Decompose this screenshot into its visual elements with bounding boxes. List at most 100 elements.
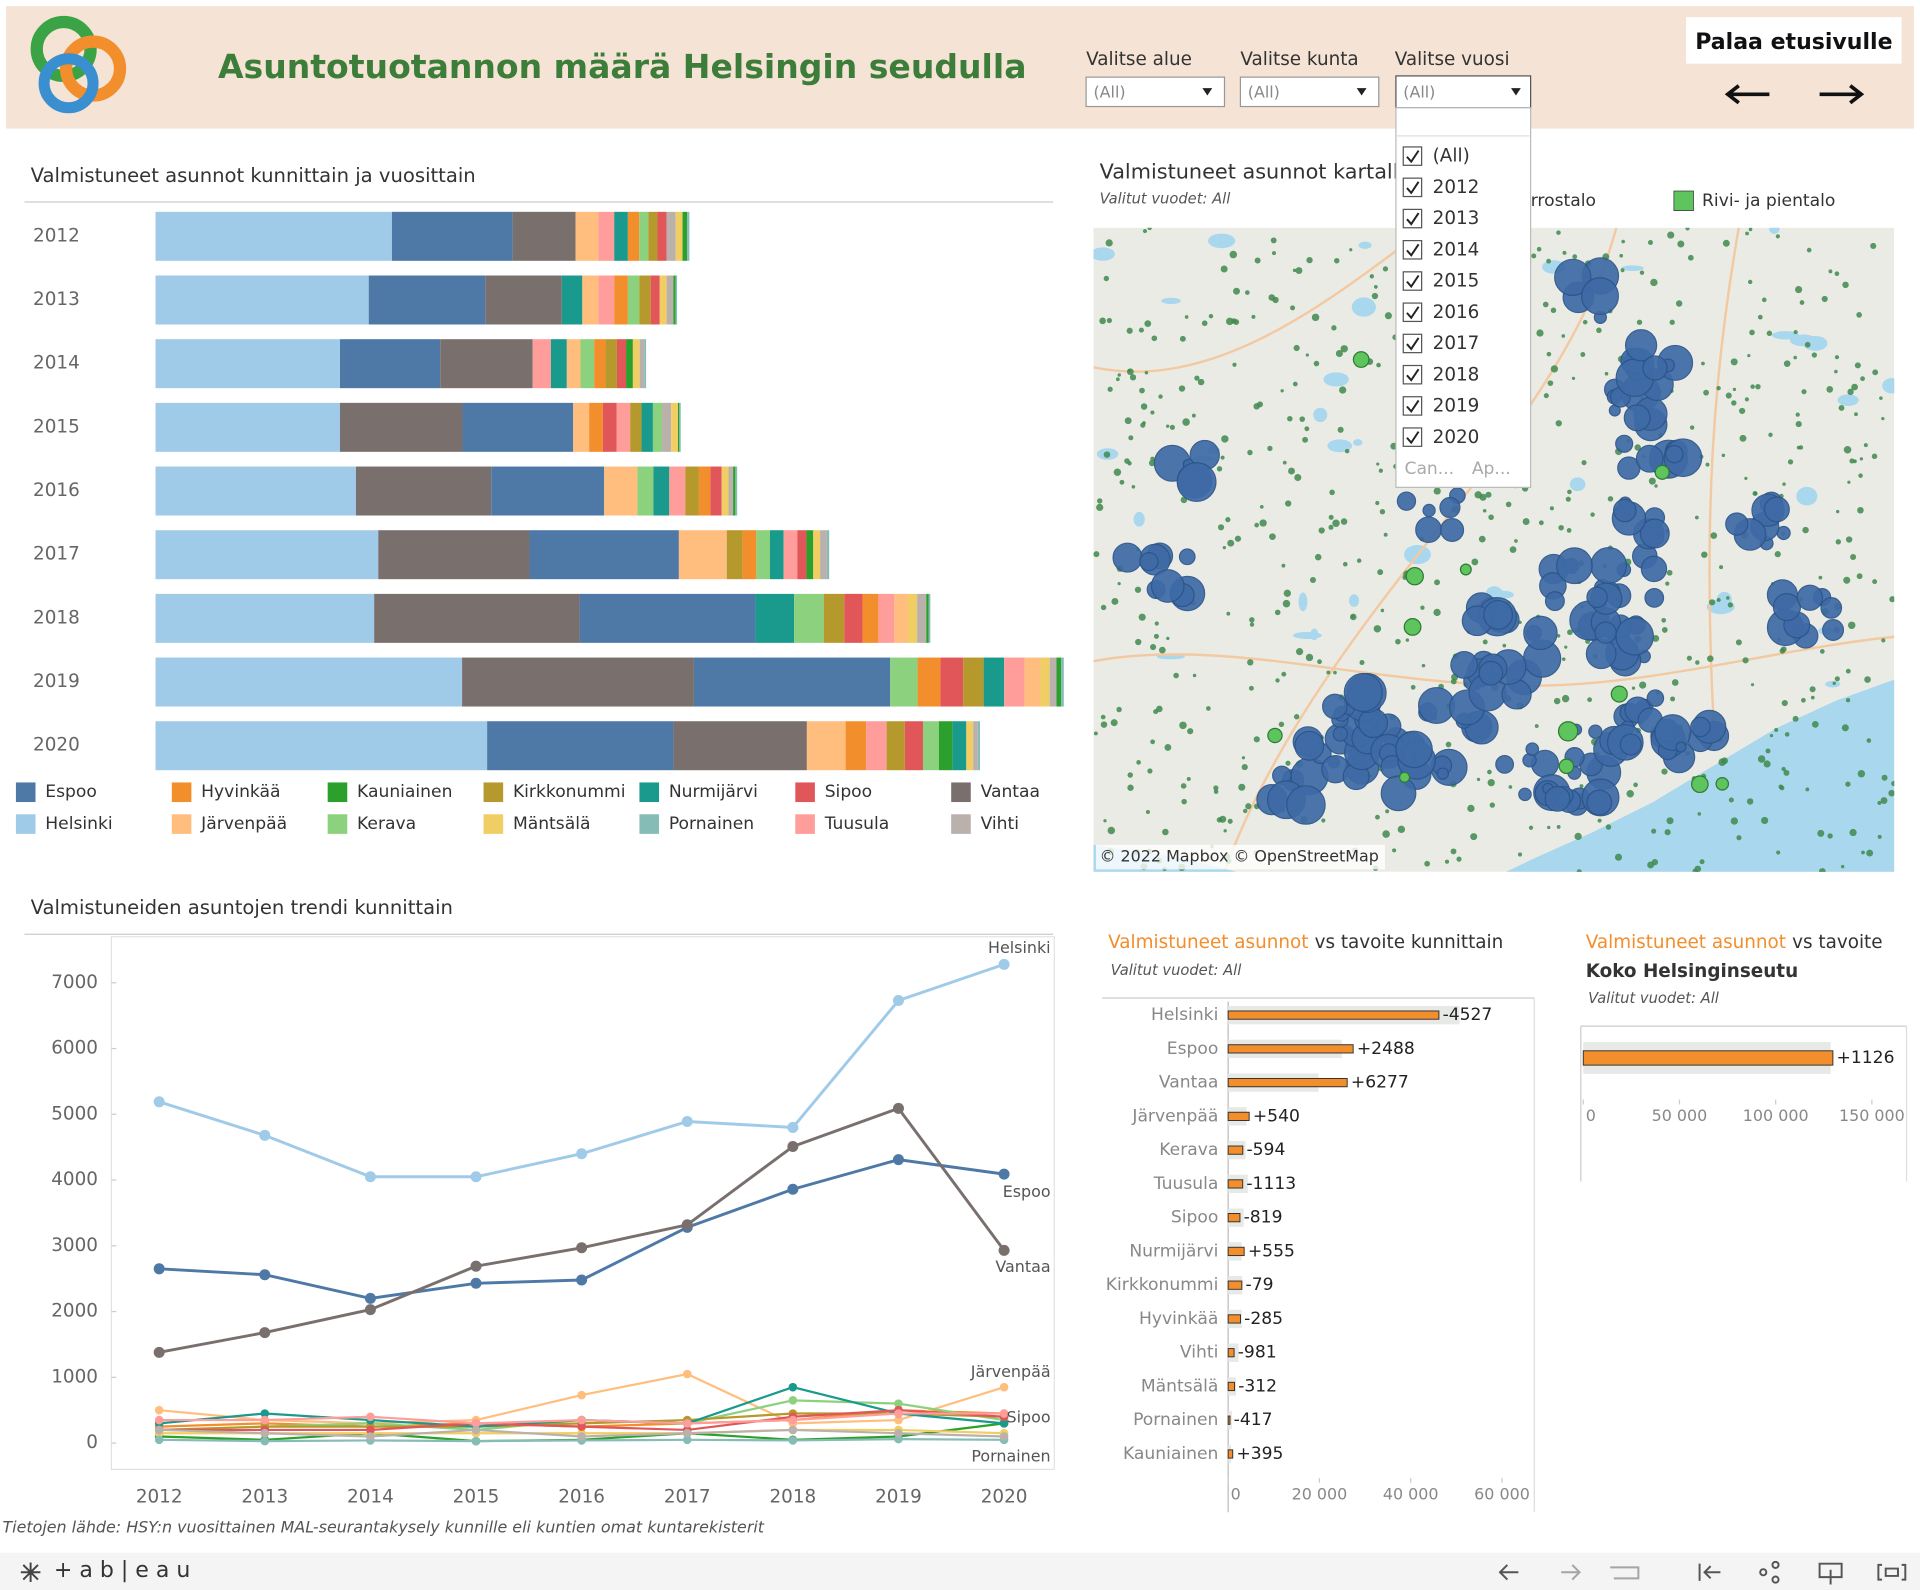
map-point	[1373, 625, 1382, 633]
nav-back-arrow[interactable]	[1724, 84, 1770, 105]
filter-dropdown[interactable]: (All)	[1239, 76, 1380, 108]
map-point	[1145, 810, 1150, 815]
legend-label: Vihti	[981, 814, 1019, 834]
map-point	[1705, 462, 1710, 467]
dropdown-option[interactable]: 2015	[1402, 271, 1479, 292]
map-point	[1787, 459, 1794, 465]
dropdown-option[interactable]: 2019	[1402, 396, 1479, 417]
map-point	[1382, 266, 1389, 272]
map-point	[1138, 327, 1144, 333]
map-point	[1877, 800, 1882, 806]
map-point	[1147, 227, 1152, 231]
line-point	[154, 1415, 164, 1425]
legend-label: Pornainen	[669, 814, 754, 834]
line-point	[787, 1121, 799, 1133]
y-tick-label: 1000	[51, 1366, 98, 1387]
nav-forward-arrow[interactable]	[1819, 84, 1865, 105]
bar-segment	[155, 339, 340, 389]
map-point	[1721, 757, 1728, 765]
bar-segment	[155, 657, 463, 707]
dropdown-option[interactable]: 2014	[1402, 239, 1480, 260]
map-point	[1179, 335, 1186, 342]
bar-segment	[632, 339, 640, 389]
map-point	[1863, 443, 1868, 448]
dropdown-option[interactable]: 2017	[1402, 333, 1479, 354]
map-point	[1328, 514, 1334, 520]
line-point	[788, 1382, 798, 1392]
line-point	[682, 1435, 692, 1445]
option-label: 2014	[1433, 239, 1480, 260]
lake	[1621, 265, 1644, 272]
dropdown-option[interactable]: 2018	[1402, 364, 1479, 385]
series-end-label: Helsinki	[988, 938, 1051, 957]
map-point	[1217, 524, 1225, 531]
map-bubble	[1664, 444, 1684, 464]
dropdown-option[interactable]: 2020	[1402, 427, 1479, 448]
line-point	[259, 1129, 271, 1141]
line-point	[576, 1274, 588, 1286]
back-button[interactable]: Palaa etusivulle	[1686, 17, 1902, 64]
map-point	[1249, 617, 1255, 623]
map-point	[1420, 605, 1425, 610]
dropdown-option[interactable]: 2013	[1402, 208, 1479, 229]
dropdown-button[interactable]: Ap...	[1472, 459, 1511, 479]
bar-segment	[573, 402, 590, 452]
dropdown-option[interactable]: 2012	[1402, 177, 1479, 198]
map-point	[1166, 636, 1170, 641]
actual-bar	[1227, 1381, 1236, 1392]
map-point	[1834, 676, 1840, 682]
map-point	[1103, 275, 1110, 282]
map-point	[1106, 317, 1112, 324]
legend-label: Hyvinkää	[201, 782, 280, 802]
map-point	[1750, 384, 1755, 389]
bar-segment	[673, 275, 676, 325]
map-point	[1556, 230, 1561, 235]
bar-segment	[575, 211, 599, 261]
map-bubble	[1624, 329, 1658, 362]
map-point	[1574, 832, 1582, 841]
year-dropdown[interactable]: (All) (All) 2012 2013 2014 2015 2016 2017 2018 20…	[1395, 75, 1532, 488]
map-point	[1285, 760, 1291, 766]
dropdown-button[interactable]: Can...	[1404, 459, 1454, 479]
map-point	[1382, 830, 1390, 838]
map-bubble	[1623, 404, 1651, 432]
line-point	[892, 1154, 904, 1166]
line-point	[364, 1292, 376, 1304]
map-point	[1719, 565, 1724, 570]
map-point	[1847, 621, 1856, 630]
x-tick-label: 0	[1586, 1106, 1596, 1125]
map-point	[1129, 374, 1137, 381]
bar-segment	[1040, 657, 1050, 707]
map-point	[1306, 256, 1313, 264]
filter-dropdown[interactable]: (All)	[1085, 76, 1226, 108]
map-bubble-green	[1352, 351, 1370, 368]
map-point	[1144, 320, 1152, 327]
dropdown-option[interactable]: (All)	[1402, 146, 1470, 167]
bar-segment	[155, 402, 340, 452]
map-point	[1099, 317, 1106, 325]
toolbar-icons[interactable]	[1498, 1560, 1907, 1585]
lake	[1327, 439, 1353, 453]
line-point	[788, 1436, 798, 1445]
map-point	[1126, 327, 1133, 334]
line-point	[999, 1432, 1009, 1441]
bar-segment	[1004, 657, 1025, 707]
map-point	[1456, 856, 1462, 862]
bar-segment	[602, 402, 617, 452]
map-point	[1329, 489, 1335, 496]
dropdown-option[interactable]: 2016	[1402, 302, 1479, 323]
map-bubble	[1380, 775, 1417, 812]
map-point	[1562, 250, 1567, 255]
map-point	[1478, 535, 1486, 543]
bar-segment	[582, 275, 599, 325]
map-point	[1784, 732, 1790, 737]
map-point	[1571, 376, 1576, 381]
bar-segment	[155, 721, 488, 771]
map-point	[1667, 231, 1675, 239]
map-point	[1881, 774, 1888, 781]
legend-label: Espoo	[45, 782, 97, 802]
map-bubble	[1594, 621, 1617, 644]
map-point	[1730, 817, 1739, 825]
line-point	[998, 1244, 1010, 1256]
